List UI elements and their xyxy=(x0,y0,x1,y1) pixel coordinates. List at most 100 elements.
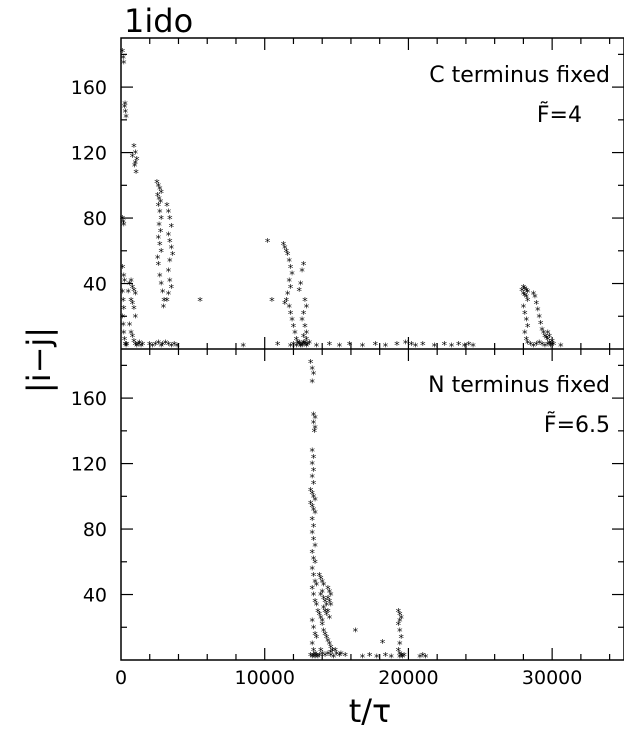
data-point: * xyxy=(310,504,317,517)
data-point: * xyxy=(289,269,296,282)
data-point: * xyxy=(284,288,291,301)
data-point: * xyxy=(309,377,316,390)
data-point: * xyxy=(527,339,534,352)
data-point: * xyxy=(419,339,426,352)
data-point: * xyxy=(302,337,309,350)
data-point: * xyxy=(533,298,540,311)
data-point: * xyxy=(121,328,128,341)
data-point: * xyxy=(328,590,335,603)
data-point: * xyxy=(156,193,163,206)
data-point: * xyxy=(129,298,136,311)
data-point: * xyxy=(396,616,403,629)
data-point: * xyxy=(310,418,317,431)
data-point: * xyxy=(297,279,304,292)
data-point: * xyxy=(546,331,553,344)
data-point: * xyxy=(320,580,327,593)
data-point: * xyxy=(309,639,316,652)
data-point: * xyxy=(396,609,403,622)
data-point: * xyxy=(119,311,126,324)
data-point: * xyxy=(326,339,333,352)
data-point: * xyxy=(470,341,477,354)
data-point: * xyxy=(310,369,317,382)
data-point: * xyxy=(132,339,139,352)
data-point: * xyxy=(312,495,319,508)
data-point: * xyxy=(286,275,293,288)
data-point: * xyxy=(396,639,403,652)
data-point: * xyxy=(523,334,530,347)
data-point: * xyxy=(289,315,296,328)
data-point: * xyxy=(333,648,340,661)
data-point: * xyxy=(296,285,303,298)
data-point: * xyxy=(532,292,539,305)
data-point: * xyxy=(312,508,319,521)
data-point: * xyxy=(311,426,318,439)
data-point: * xyxy=(152,339,159,352)
data-point: * xyxy=(465,339,472,352)
data-point: * xyxy=(315,652,322,665)
data-point: * xyxy=(128,275,135,288)
data-point: * xyxy=(274,339,281,352)
data-point: * xyxy=(359,652,366,665)
data-point: * xyxy=(309,616,316,629)
data-point: * xyxy=(312,423,319,436)
data-point: * xyxy=(293,334,300,347)
data-point: * xyxy=(326,596,333,609)
data-point: * xyxy=(156,239,163,252)
data-point: * xyxy=(379,637,386,650)
x-axis: 0 10000 20000 30000 xyxy=(115,667,582,689)
data-point: * xyxy=(523,315,530,328)
data-point: * xyxy=(132,311,139,324)
data-point: * xyxy=(269,295,276,308)
data-point: * xyxy=(287,282,294,295)
data-point: * xyxy=(523,292,530,305)
data-point: * xyxy=(303,334,310,347)
data-point: * xyxy=(317,590,324,603)
data-point: * xyxy=(325,583,332,596)
data-point: * xyxy=(125,287,132,300)
data-point: * xyxy=(297,341,304,354)
data-point: * xyxy=(396,626,403,639)
data-point: * xyxy=(174,341,181,354)
data-point: * xyxy=(309,563,316,576)
data-point: * xyxy=(307,650,314,663)
data-point: * xyxy=(139,339,146,352)
data-point: * xyxy=(533,339,540,352)
data-point: * xyxy=(401,650,408,663)
data-point: * xyxy=(307,485,314,498)
data-point: * xyxy=(121,58,128,71)
data-point: * xyxy=(157,226,164,239)
data-point: * xyxy=(346,339,353,352)
data-point: * xyxy=(126,279,133,292)
data-point: * xyxy=(325,593,332,606)
data-point: * xyxy=(168,282,175,295)
data-point: * xyxy=(171,339,178,352)
data-point: * xyxy=(319,648,326,661)
data-point: * xyxy=(158,279,165,292)
data-point: * xyxy=(310,570,317,583)
data-point: * xyxy=(431,341,438,354)
data-point: * xyxy=(382,650,389,663)
data-point: * xyxy=(320,593,327,606)
data-point: * xyxy=(313,599,320,612)
data-point: * xyxy=(522,290,529,303)
data-point: * xyxy=(330,652,337,665)
data-point: * xyxy=(395,619,402,632)
data-point: * xyxy=(338,648,345,661)
data-point: * xyxy=(550,339,557,352)
data-point: * xyxy=(546,337,553,350)
data-point: * xyxy=(536,311,543,324)
data-point: * xyxy=(398,650,405,663)
data-point: * xyxy=(303,328,310,341)
data-point: * xyxy=(530,288,537,301)
bottom-y-ticks: 40 80 120 160 xyxy=(71,349,624,660)
data-point: * xyxy=(309,472,316,485)
data-point: * xyxy=(156,207,163,220)
data-point: * xyxy=(373,652,380,665)
data-point: * xyxy=(309,527,316,540)
data-point: * xyxy=(119,287,126,300)
data-point: * xyxy=(322,629,329,642)
data-point: * xyxy=(164,295,171,308)
